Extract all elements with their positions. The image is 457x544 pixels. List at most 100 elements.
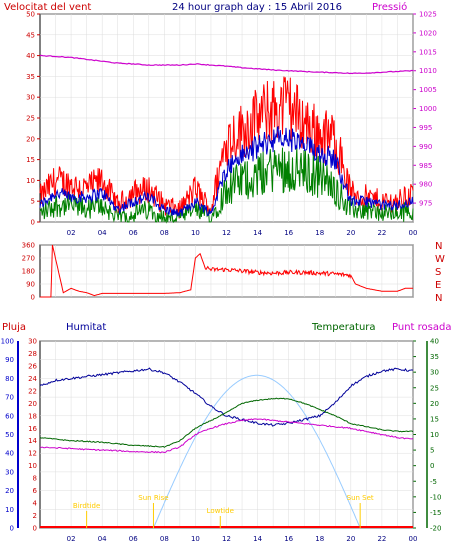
bottom-x-tick-label: 16 (284, 535, 293, 543)
solar-curve (153, 374, 361, 529)
bottom-x-tick-label: 12 (222, 535, 231, 543)
bottom-x-tick-label: 22 (377, 535, 386, 543)
legend-rain: Pluja (2, 322, 26, 333)
rain-tick-label: 22 (28, 387, 37, 395)
top-x-tick-label: 00 (409, 229, 418, 237)
rain-tick-label: 14 (28, 437, 37, 445)
top-right-tick-label: 1010 (419, 67, 437, 75)
rain-tick-label: 8 (33, 475, 37, 483)
temperature-tick-label: 30 (430, 369, 439, 377)
top-right-tick-label: 980 (419, 181, 432, 189)
rain-tick-label: 12 (28, 450, 37, 458)
bottom-x-tick-label: 18 (315, 535, 324, 543)
top-left-tick-label: 10 (26, 177, 35, 185)
rain-tick-label: 20 (28, 400, 37, 408)
temperature-tick-label: 15 (430, 415, 439, 423)
rain-tick-label: 2 (33, 512, 37, 520)
wind-direction-series (40, 244, 413, 298)
top-x-tick-label: 02 (67, 229, 76, 237)
legend-temperature: Temperatura (311, 322, 376, 333)
temperature-tick-label: -20 (430, 525, 441, 533)
pressure-title: Pressió (372, 1, 407, 13)
annotation-label: Sun Rise (138, 494, 168, 502)
direction-compass-label: N (435, 241, 442, 252)
rain-tick-label: 10 (28, 462, 37, 470)
top-x-tick-label: 10 (191, 229, 200, 237)
humidity-tick-label: 50 (5, 431, 14, 439)
graph-date-title: 24 hour graph day : 15 Abril 2016 (172, 2, 342, 13)
top-left-tick-label: 5 (31, 198, 35, 206)
rain-tick-label: 18 (28, 412, 37, 420)
top-left-tick-label: 25 (26, 115, 35, 123)
top-right-tick-label: 975 (419, 200, 432, 208)
temperature-tick-label: 40 (430, 338, 439, 346)
top-x-tick-label: 12 (222, 229, 231, 237)
humidity-tick-label: 70 (5, 394, 14, 402)
wind-pressure-panel: 0510152025303540455097598098599099510001… (26, 11, 437, 238)
direction-compass-label: W (435, 254, 445, 265)
top-right-tick-label: 1025 (419, 11, 437, 19)
bottom-x-tick-label: 14 (253, 535, 262, 543)
legend-dewpoint: Punt rosada (392, 322, 451, 333)
annotation-label: Birdtide (73, 502, 100, 510)
direction-compass-label: S (435, 267, 441, 278)
humidity-tick-label: 0 (10, 525, 14, 533)
top-left-tick-label: 15 (26, 156, 35, 164)
top-right-tick-label: 990 (419, 143, 432, 151)
top-x-tick-label: 14 (253, 229, 262, 237)
bottom-x-tick-label: 02 (67, 535, 76, 543)
top-x-tick-label: 04 (98, 229, 107, 237)
humidity-tick-label: 10 (5, 506, 14, 514)
rain-tick-label: 26 (28, 362, 37, 370)
bottom-x-tick-label: 20 (346, 535, 355, 543)
temperature-tick-label: 35 (430, 353, 439, 361)
humidity-series (39, 367, 414, 427)
top-right-tick-label: 1005 (419, 86, 437, 94)
temperature-tick-label: 10 (430, 431, 439, 439)
top-x-tick-label: 18 (315, 229, 324, 237)
top-left-tick-label: 35 (26, 73, 35, 81)
annotation-label: Lowtide (207, 507, 234, 515)
direction-left-tick-label: 180 (22, 268, 35, 276)
rain-tick-label: 0 (33, 525, 37, 533)
bottom-x-tick-label: 06 (129, 535, 138, 543)
rain-tick-label: 4 (33, 500, 38, 508)
temperature-tick-label: 0 (430, 462, 434, 470)
rain-tick-label: 30 (28, 338, 37, 346)
top-left-tick-label: 0 (31, 219, 35, 227)
top-left-tick-label: 50 (26, 11, 35, 19)
top-right-tick-label: 1000 (419, 105, 437, 113)
humidity-tick-label: 90 (5, 356, 14, 364)
top-left-tick-label: 45 (26, 31, 35, 39)
bottom-x-tick-label: 08 (160, 535, 169, 543)
humidity-temperature-panel: 0102030405060708090100024681012141618202… (1, 338, 442, 544)
annotation-label: Sun Set (347, 494, 374, 502)
humidity-tick-label: 30 (5, 468, 14, 476)
humidity-tick-label: 60 (5, 412, 14, 420)
rain-tick-label: 28 (28, 350, 37, 358)
humidity-tick-label: 100 (1, 338, 14, 346)
top-right-tick-label: 1020 (419, 29, 437, 37)
rain-tick-label: 24 (28, 375, 37, 383)
direction-left-tick-label: 270 (22, 255, 35, 263)
wind-average-series (39, 125, 414, 217)
rain-tick-label: 16 (28, 425, 37, 433)
top-x-tick-label: 06 (129, 229, 138, 237)
humidity-tick-label: 40 (5, 450, 14, 458)
temperature-tick-label: -5 (430, 478, 437, 486)
top-right-tick-label: 1015 (419, 48, 437, 56)
temperature-tick-label: 25 (430, 384, 439, 392)
top-x-tick-label: 16 (284, 229, 293, 237)
temperature-tick-label: -15 (430, 509, 441, 517)
top-x-tick-label: 08 (160, 229, 169, 237)
temperature-tick-label: 20 (430, 400, 439, 408)
direction-left-tick-label: 90 (26, 281, 35, 289)
humidity-tick-label: 80 (5, 375, 14, 383)
top-left-tick-label: 30 (26, 94, 35, 102)
legend-humidity: Humitat (66, 322, 106, 333)
top-left-tick-label: 40 (26, 52, 35, 60)
temperature-series (39, 397, 414, 448)
dewpoint-series (39, 418, 414, 454)
top-x-tick-label: 20 (346, 229, 355, 237)
